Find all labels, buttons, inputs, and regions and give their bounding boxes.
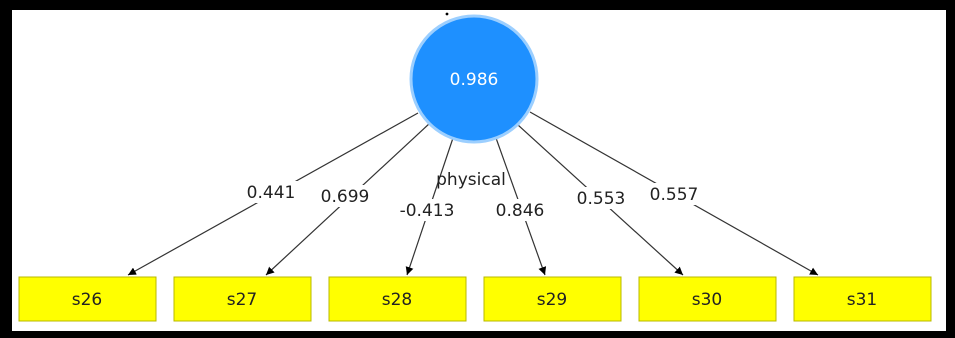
loading-label-s31: 0.557 <box>650 185 699 205</box>
indicator-box-s26[interactable] <box>18 276 157 322</box>
indicator-label-s26: s26 <box>72 290 103 310</box>
indicator-label-s28: s28 <box>382 290 413 310</box>
indicator-box-s31[interactable] <box>793 276 932 322</box>
indicator-label-s30: s30 <box>692 290 723 310</box>
indicator-box-s27[interactable] <box>173 276 312 322</box>
loading-label-s28: -0.413 <box>400 201 455 221</box>
indicator-box-s30[interactable] <box>638 276 777 322</box>
latent-name-label: physical <box>436 170 506 190</box>
loading-label-s29: 0.846 <box>496 201 545 221</box>
loading-label-s26: 0.441 <box>247 183 296 203</box>
latent-variable-node[interactable] <box>409 14 539 144</box>
indicator-label-s29: s29 <box>537 290 568 310</box>
indicator-label-s27: s27 <box>227 290 258 310</box>
indicator-box-s29[interactable] <box>483 276 622 322</box>
loading-label-s30: 0.553 <box>577 189 626 209</box>
marker-dot <box>445 12 449 16</box>
loading-label-s27: 0.699 <box>321 187 370 207</box>
latent-value-label: 0.986 <box>450 70 499 90</box>
indicator-label-s31: s31 <box>847 290 878 310</box>
indicator-box-s28[interactable] <box>328 276 467 322</box>
